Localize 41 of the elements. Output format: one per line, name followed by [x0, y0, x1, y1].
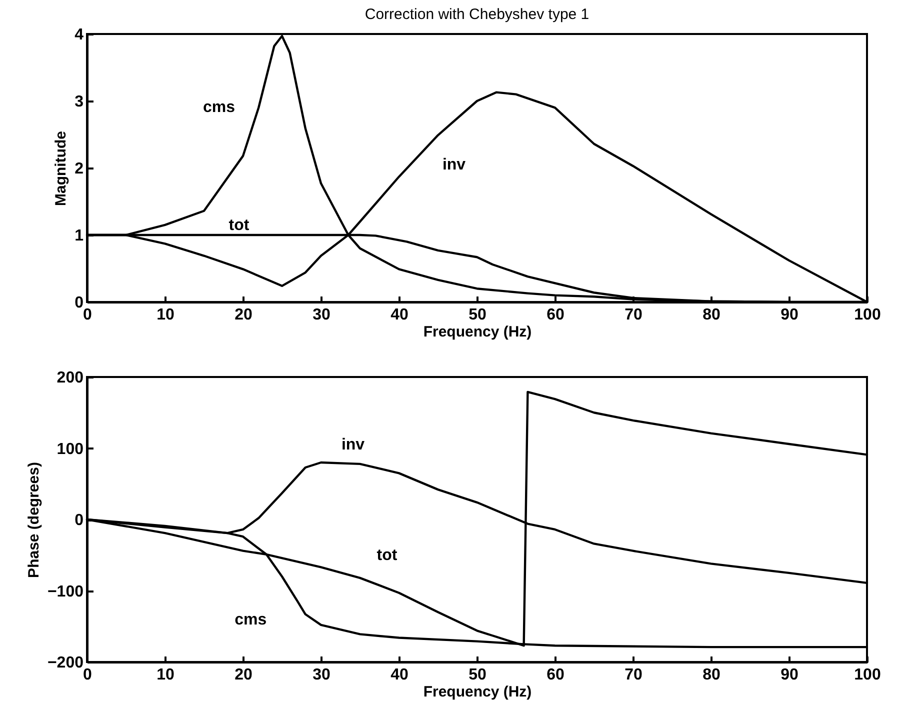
annotation: cms [202, 98, 236, 116]
annotation: inv [442, 156, 466, 174]
y-tick-label: 1 [74, 228, 84, 244]
y-tick-label: 100 [56, 440, 84, 458]
x-tick-label: 50 [468, 306, 486, 324]
x-tick-label: 100 [854, 306, 881, 324]
x-axis-title: Frequency (Hz) [423, 684, 532, 700]
x-tick-label: 90 [780, 306, 798, 324]
annotation: tot [376, 546, 398, 564]
x-tick-label: 70 [624, 666, 642, 684]
chart-title: Correction with Chebyshev type 1 [364, 6, 590, 23]
x-axis-title: Frequency (Hz) [423, 324, 532, 340]
x-tick-label: 100 [854, 666, 881, 684]
x-tick-label: 10 [156, 306, 174, 324]
x-tick-label: 60 [546, 666, 564, 684]
x-tick-label: 40 [390, 306, 408, 324]
x-tick-label: 80 [702, 666, 720, 684]
y-axis-title: Phase (degrees) [25, 462, 42, 578]
x-tick-label: 40 [390, 666, 408, 684]
x-tick-label: 50 [468, 666, 486, 684]
y-tick-label: −200 [47, 654, 84, 672]
annotation: cms [234, 611, 267, 628]
annotation: tot [228, 217, 250, 234]
x-tick-label: 20 [234, 306, 252, 324]
annotation: inv [341, 436, 365, 454]
y-tick-label: 0 [74, 294, 84, 312]
x-tick-label: 30 [312, 666, 330, 684]
y-tick-label: −100 [47, 583, 84, 600]
x-tick-label: 80 [702, 306, 720, 324]
y-tick-label: 200 [56, 370, 84, 386]
x-tick-label: 60 [546, 306, 564, 324]
x-tick-label: 70 [624, 306, 642, 324]
y-tick-label: 2 [74, 160, 84, 178]
y-tick-label: 3 [74, 94, 84, 110]
y-tick-label: 4 [74, 26, 84, 44]
y-axis-title: Magnitude [52, 131, 70, 206]
x-tick-label: 30 [312, 306, 330, 324]
y-tick-label: 0 [74, 512, 84, 529]
x-tick-label: 20 [234, 666, 252, 684]
x-tick-label: 10 [156, 666, 174, 684]
x-tick-label: 90 [780, 666, 798, 684]
